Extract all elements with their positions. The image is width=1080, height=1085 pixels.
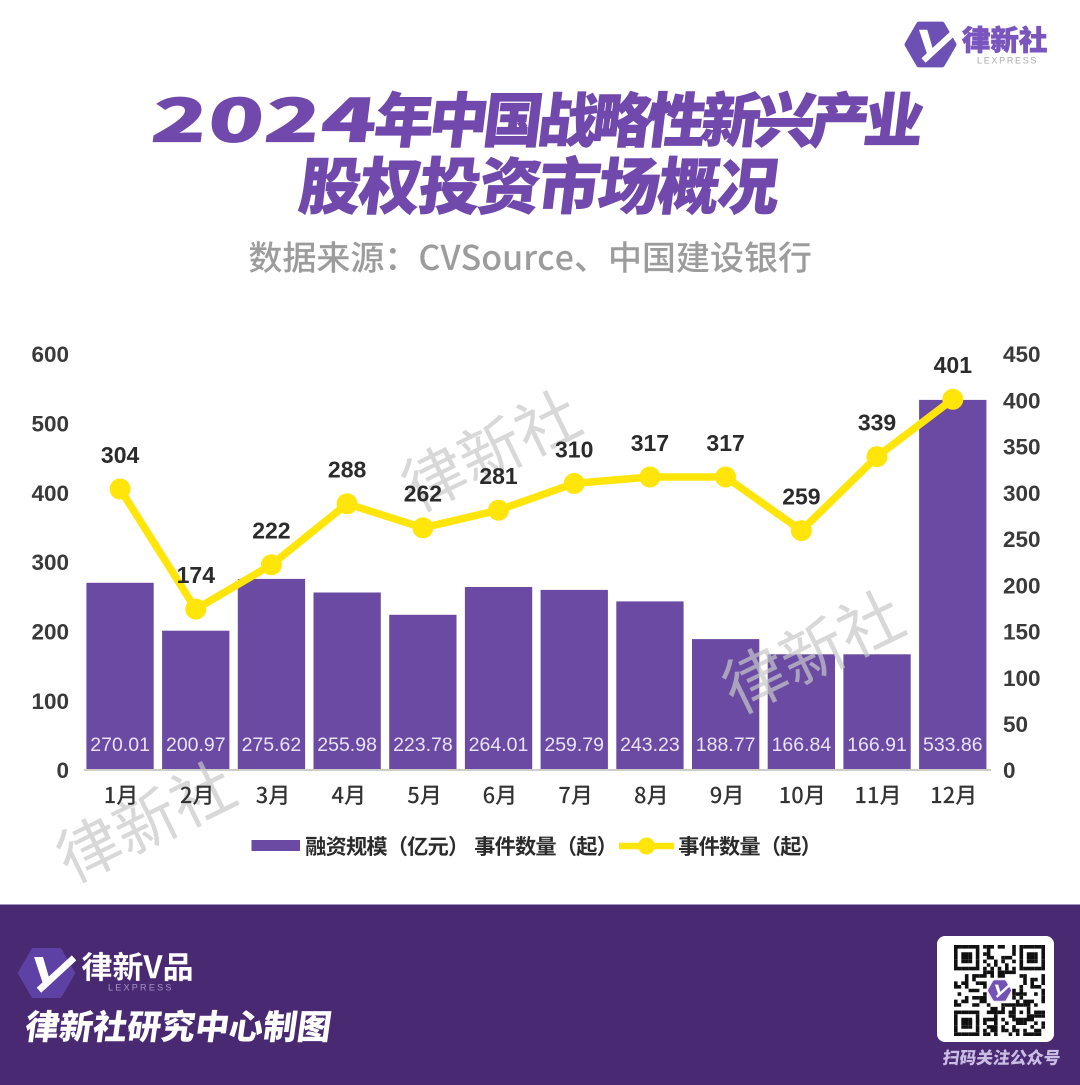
svg-text:600: 600 bbox=[31, 342, 69, 367]
svg-text:300: 300 bbox=[1003, 481, 1041, 506]
svg-text:188.77: 188.77 bbox=[696, 734, 756, 756]
svg-text:500: 500 bbox=[31, 412, 69, 437]
svg-text:310: 310 bbox=[555, 436, 593, 462]
svg-text:0: 0 bbox=[56, 758, 69, 783]
svg-text:200: 200 bbox=[31, 620, 69, 645]
svg-text:533.86: 533.86 bbox=[923, 734, 983, 756]
svg-text:400: 400 bbox=[1003, 388, 1041, 413]
svg-text:304: 304 bbox=[101, 442, 140, 468]
svg-text:401: 401 bbox=[934, 352, 973, 378]
svg-text:317: 317 bbox=[706, 430, 744, 456]
svg-text:450: 450 bbox=[1003, 342, 1041, 367]
svg-text:100: 100 bbox=[31, 689, 69, 714]
svg-text:200.97: 200.97 bbox=[166, 734, 226, 756]
svg-text:223.78: 223.78 bbox=[393, 734, 453, 756]
svg-text:LEXPRESS: LEXPRESS bbox=[977, 56, 1038, 66]
svg-text:0: 0 bbox=[1003, 758, 1016, 783]
svg-text:166.84: 166.84 bbox=[772, 734, 832, 756]
svg-text:174: 174 bbox=[177, 562, 216, 588]
svg-text:222: 222 bbox=[252, 518, 290, 544]
svg-text:250: 250 bbox=[1003, 527, 1041, 552]
svg-text:166.91: 166.91 bbox=[847, 734, 907, 756]
svg-text:317: 317 bbox=[631, 430, 669, 456]
svg-text:243.23: 243.23 bbox=[620, 734, 680, 756]
svg-text:288: 288 bbox=[328, 457, 367, 483]
svg-text:350: 350 bbox=[1003, 435, 1041, 460]
svg-text:50: 50 bbox=[1003, 712, 1028, 737]
svg-text:100: 100 bbox=[1003, 666, 1041, 691]
svg-text:255.98: 255.98 bbox=[317, 734, 377, 756]
svg-text:259: 259 bbox=[782, 484, 820, 510]
svg-text:281: 281 bbox=[479, 463, 518, 489]
svg-text:264.01: 264.01 bbox=[469, 734, 529, 756]
svg-text:270.01: 270.01 bbox=[90, 734, 150, 756]
svg-text:LEXPRESS: LEXPRESS bbox=[108, 983, 174, 993]
svg-text:300: 300 bbox=[31, 550, 69, 575]
svg-text:262: 262 bbox=[404, 481, 442, 507]
svg-text:259.79: 259.79 bbox=[544, 734, 604, 756]
svg-text:400: 400 bbox=[31, 481, 69, 506]
svg-text:200: 200 bbox=[1003, 573, 1041, 598]
svg-text:275.62: 275.62 bbox=[242, 734, 302, 756]
svg-text:339: 339 bbox=[858, 410, 896, 436]
svg-text:150: 150 bbox=[1003, 620, 1041, 645]
